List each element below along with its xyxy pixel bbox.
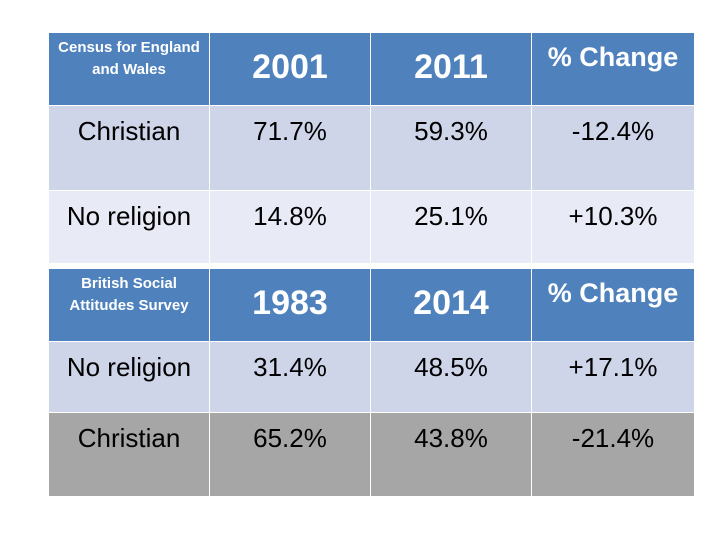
cell-value: 25.1% bbox=[370, 190, 532, 264]
row-label: Christian bbox=[48, 412, 210, 497]
cell-change: -21.4% bbox=[531, 412, 695, 497]
cell-value: 59.3% bbox=[370, 105, 532, 191]
table-header-row: Census for England and Wales 2001 2011 %… bbox=[48, 32, 695, 106]
column-header-year: 1983 bbox=[209, 268, 371, 342]
census-table: Census for England and Wales 2001 2011 %… bbox=[48, 32, 695, 264]
column-header-change: % Change bbox=[531, 268, 695, 342]
cell-change: -12.4% bbox=[531, 105, 695, 191]
column-header-change: % Change bbox=[531, 32, 695, 106]
cell-change: +17.1% bbox=[531, 341, 695, 413]
table-row: Christian 71.7% 59.3% -12.4% bbox=[48, 105, 695, 191]
table-header-row: British Social Attitudes Survey 1983 201… bbox=[48, 268, 695, 342]
cell-value: 71.7% bbox=[209, 105, 371, 191]
table-row: Christian 65.2% 43.8% -21.4% bbox=[48, 412, 695, 497]
row-label: No religion bbox=[48, 190, 210, 264]
bsa-table: British Social Attitudes Survey 1983 201… bbox=[48, 268, 695, 497]
table-header-label: Census for England and Wales bbox=[48, 32, 210, 106]
row-label: Christian bbox=[48, 105, 210, 191]
row-label: No religion bbox=[48, 341, 210, 413]
table-header-label: British Social Attitudes Survey bbox=[48, 268, 210, 342]
table-row: No religion 14.8% 25.1% +10.3% bbox=[48, 190, 695, 264]
column-header-year: 2014 bbox=[370, 268, 532, 342]
cell-value: 31.4% bbox=[209, 341, 371, 413]
cell-value: 65.2% bbox=[209, 412, 371, 497]
cell-change: +10.3% bbox=[531, 190, 695, 264]
column-header-year: 2001 bbox=[209, 32, 371, 106]
table-row: No religion 31.4% 48.5% +17.1% bbox=[48, 341, 695, 413]
cell-value: 43.8% bbox=[370, 412, 532, 497]
cell-value: 48.5% bbox=[370, 341, 532, 413]
column-header-year: 2011 bbox=[370, 32, 532, 106]
cell-value: 14.8% bbox=[209, 190, 371, 264]
